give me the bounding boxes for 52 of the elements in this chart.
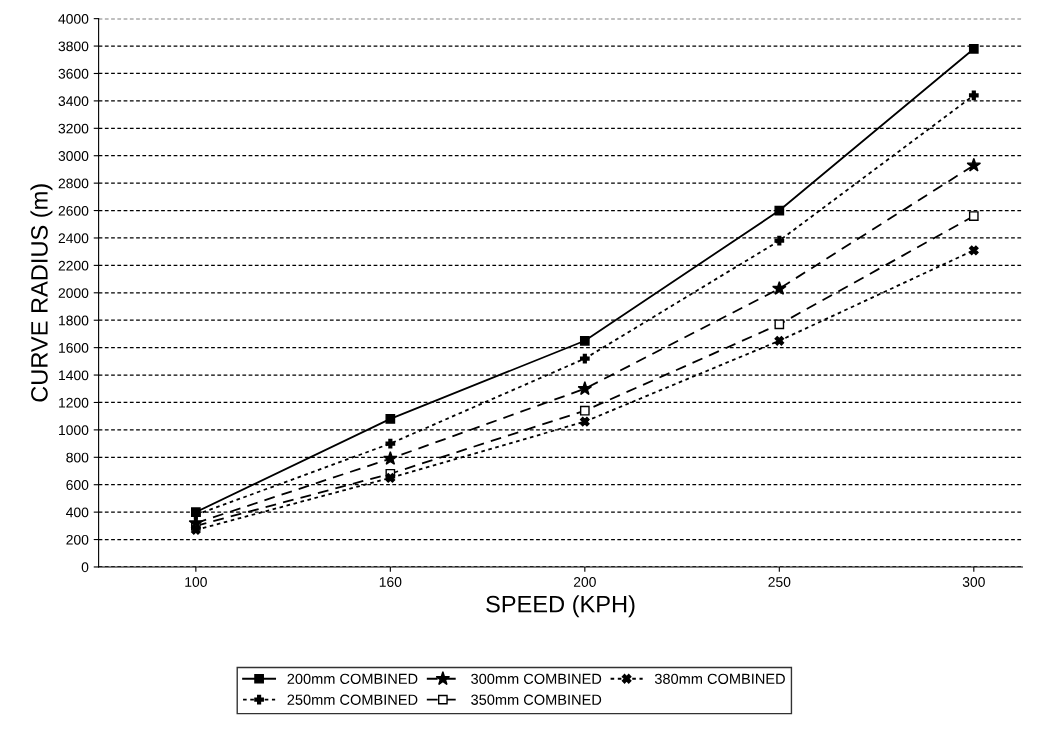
y-tick-label: 2400 — [58, 233, 89, 244]
point — [772, 281, 787, 296]
y-tick-label: 3400 — [58, 96, 89, 107]
y-axis-title: CURVE RADIUS (m) — [30, 184, 53, 402]
x-tick-label: 100 — [185, 577, 207, 587]
point — [383, 451, 398, 465]
y-tick-label: 1400 — [59, 370, 89, 381]
y-tick-label: 800 — [66, 452, 89, 463]
y-tick-label: 3800 — [58, 41, 89, 52]
point — [579, 405, 590, 416]
x-tick-label: 200 — [573, 577, 596, 587]
y-tick-label: 3200 — [58, 123, 89, 134]
point — [968, 90, 979, 101]
y-tick-label: 2800 — [58, 178, 89, 189]
legend-label: 200mm COMBINED — [287, 673, 418, 685]
y-tick-label: 1600 — [59, 342, 89, 353]
y-tick-label: 600 — [66, 480, 89, 490]
legend-label: 350mm COMBINED — [471, 694, 602, 705]
y-tick-label: 1800 — [59, 315, 89, 326]
legend-label: 380mm COMBINED — [654, 673, 785, 685]
point — [579, 353, 590, 364]
point — [968, 43, 979, 54]
point — [968, 211, 979, 221]
point — [579, 416, 590, 427]
y-tick-label: 1200 — [59, 397, 89, 408]
y-tick-label: 0 — [81, 562, 89, 573]
y-tick-label: 400 — [66, 507, 89, 518]
point — [385, 472, 396, 483]
y-tick-label: 1000 — [59, 425, 89, 436]
y-tick-label: 3000 — [58, 151, 89, 161]
y-tick-label: 2600 — [58, 205, 89, 216]
point — [774, 319, 785, 330]
point — [968, 245, 979, 256]
point — [774, 335, 785, 346]
x-tick-label: 300 — [962, 577, 985, 587]
point — [579, 335, 590, 346]
legend-label: 250mm COMBINED — [287, 694, 418, 705]
point — [966, 157, 982, 172]
legend-label: 300mm COMBINED — [471, 673, 602, 685]
y-tick-label: 4000 — [58, 13, 89, 24]
point — [774, 235, 785, 246]
y-tick-label: 2200 — [58, 260, 89, 271]
x-tick-label: 160 — [379, 577, 402, 587]
point — [577, 381, 593, 396]
y-tick-label: 3600 — [58, 68, 89, 79]
point — [385, 414, 396, 424]
point — [774, 205, 785, 216]
point — [385, 438, 396, 449]
x-tick-label: 250 — [768, 577, 791, 587]
x-axis-title: SPEED (KPH) — [486, 595, 635, 618]
y-tick-label: 2000 — [58, 288, 89, 298]
y-tick-label: 200 — [66, 534, 89, 545]
